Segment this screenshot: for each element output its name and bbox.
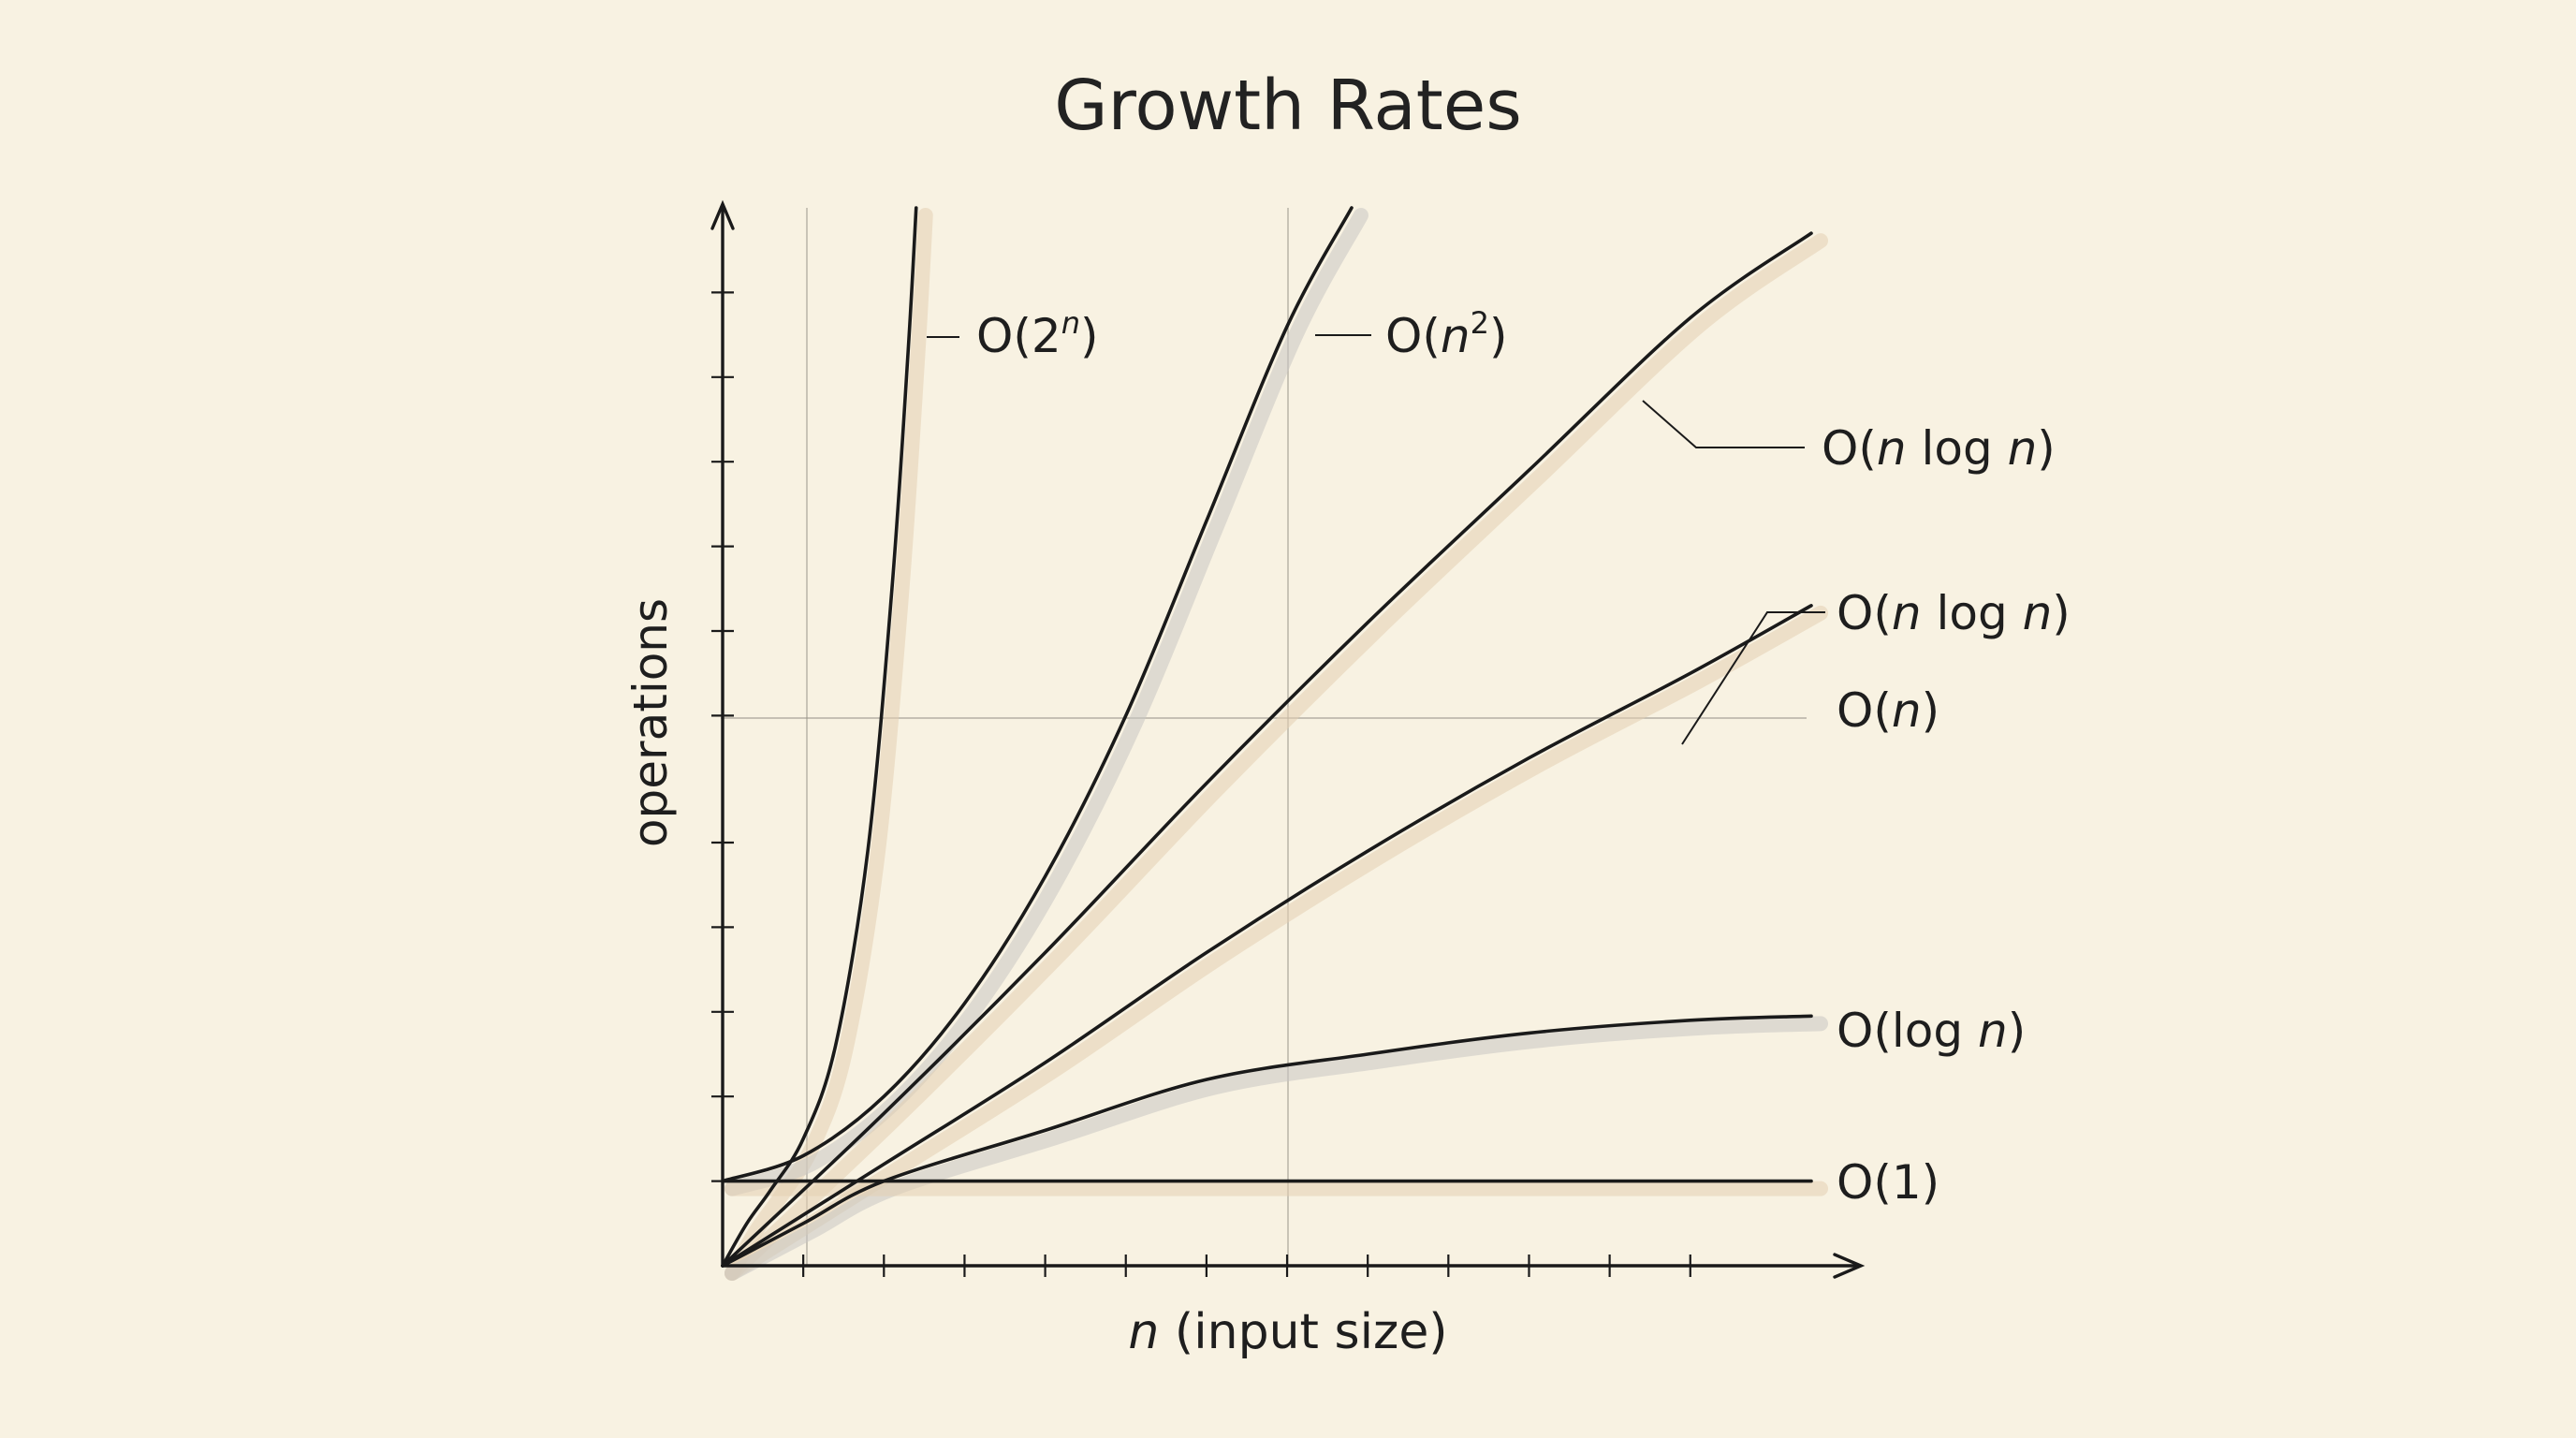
label-linear-close: ) (1922, 683, 1940, 738)
series-4-shadow (724, 605, 1828, 1281)
leader-lines (927, 334, 1825, 745)
label-exp-base: O(2 (976, 309, 1061, 363)
label-exp-close: ) (1080, 309, 1099, 363)
series-1-line (721, 206, 918, 1268)
series-1-shadow (724, 208, 933, 1281)
label-log-open: O(log (1837, 1004, 1978, 1058)
label-exp: O(2n) (976, 305, 1098, 363)
x-axis-label: n (input size) (1128, 1304, 1447, 1360)
label-nlogn-a-v2: n (2008, 421, 2038, 476)
series-3-shadow (724, 233, 1828, 1281)
label-nlogn-b-v2: n (2023, 586, 2053, 640)
label-linear: O(n) (1837, 683, 1939, 738)
leader-nlogn-b (1681, 611, 1825, 745)
curve-shadows (724, 208, 1828, 1281)
series-4-line (721, 604, 1813, 1268)
label-quad: O(n2) (1385, 305, 1507, 363)
label-nlogn-b-mid: log (1922, 586, 2023, 640)
label-quad-close: ) (1489, 309, 1508, 363)
label-log-close: ) (2008, 1004, 2027, 1058)
label-nlogn-b-v1: n (1892, 586, 1922, 640)
label-quad-var: n (1441, 309, 1471, 363)
label-quad-open: O( (1385, 309, 1441, 363)
label-linear-open: O( (1837, 683, 1892, 738)
label-const: O(1) (1837, 1155, 1939, 1210)
curves (721, 206, 1813, 1268)
label-nlogn-a-mid: log (1907, 421, 2008, 476)
series-3-line (721, 231, 1813, 1268)
chart-title: Growth Rates (1054, 66, 1522, 146)
y-axis-arrow (710, 199, 735, 230)
x-axis-arrow (1833, 1253, 1866, 1279)
axis-ticks (711, 291, 1691, 1277)
x-axis-label-rest: (input size) (1159, 1304, 1447, 1360)
label-nlogn-b: O(n log n) (1837, 586, 2071, 640)
leader-nlogn-a (1642, 400, 1805, 448)
series-5-shadow (724, 1016, 1828, 1281)
label-nlogn-a: O(n log n) (1822, 421, 2056, 476)
label-nlogn-a-v1: n (1877, 421, 1907, 476)
axes (710, 199, 1866, 1279)
label-nlogn-a-open: O( (1822, 421, 1877, 476)
label-quad-sup: 2 (1471, 305, 1489, 341)
series-5-line (721, 1014, 1813, 1268)
label-linear-var: n (1892, 683, 1922, 738)
label-nlogn-a-close: ) (2037, 421, 2056, 476)
series-labels: O(2n) O(n2) O(n log n) O(n log n) O(n) O… (976, 305, 2071, 1210)
series-2-shadow (724, 208, 1368, 1196)
series-2-line (721, 206, 1354, 1183)
label-nlogn-b-close: ) (2052, 586, 2071, 640)
y-axis-label: operations (623, 598, 678, 847)
label-log: O(log n) (1837, 1004, 2026, 1058)
label-exp-sup: n (1061, 305, 1080, 341)
label-log-var: n (1978, 1004, 2008, 1058)
label-nlogn-b-open: O( (1837, 586, 1892, 640)
x-axis-label-var: n (1128, 1304, 1159, 1360)
